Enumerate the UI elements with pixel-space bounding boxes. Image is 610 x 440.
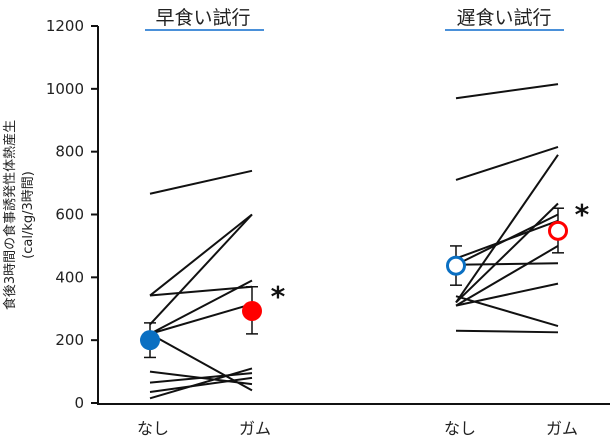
y-tick-label: 200: [55, 331, 84, 349]
subject-line: [455, 154, 559, 304]
subject-line: [149, 169, 253, 195]
y-axis-label-main: 食後3時間の食事誘発性体熱産生: [2, 120, 18, 310]
subject-line: [455, 83, 559, 100]
mean-marker-gum: [242, 300, 262, 321]
subject-line: [455, 329, 559, 334]
category-label-early-none: なし: [137, 419, 169, 438]
subject-line: [149, 279, 253, 335]
subject-line: [149, 303, 253, 335]
y-tick-label: 1000: [46, 80, 84, 98]
panel-title-late: 遅食い試行: [456, 7, 551, 29]
y-tick-label: 400: [55, 268, 84, 286]
y-tick-label: 1200: [46, 17, 84, 35]
subject-line: [455, 146, 559, 181]
y-tick-label: 800: [55, 143, 84, 161]
subject-line: [149, 372, 253, 384]
mean-markers: [140, 207, 568, 359]
subject-line: [149, 213, 253, 326]
subject-line: [149, 376, 253, 393]
y-axis-label: 食後3時間の食事誘発性体熱産生 (cal/kg/3時間): [2, 120, 36, 310]
category-label-late-gum: ガム: [546, 419, 578, 438]
significance-star-early: *: [271, 280, 286, 313]
category-label-late-none: なし: [444, 419, 476, 438]
panel-title-early: 早食い試行: [155, 7, 250, 29]
subject-line: [149, 285, 253, 297]
y-axis-label-unit: (cal/kg/3時間): [21, 171, 36, 259]
subject-line: [149, 367, 253, 400]
subject-line: [455, 245, 559, 307]
subject-line: [455, 213, 559, 266]
y-tick-label: 600: [55, 206, 84, 224]
individual-lines: [149, 83, 559, 400]
y-ticks: 0 200 400 600 800 1000 1200: [46, 17, 98, 412]
category-label-early-gum: ガム: [239, 419, 271, 438]
subject-line: [455, 262, 559, 266]
y-tick-label: 0: [74, 394, 84, 412]
mean-marker-none: [140, 330, 160, 351]
subject-line: [149, 213, 253, 297]
mean-marker-none: [446, 255, 466, 276]
significance-star-late: *: [575, 198, 590, 231]
subject-line: [455, 295, 559, 327]
mean-marker-gum: [548, 220, 568, 241]
subject-line: [455, 202, 559, 304]
